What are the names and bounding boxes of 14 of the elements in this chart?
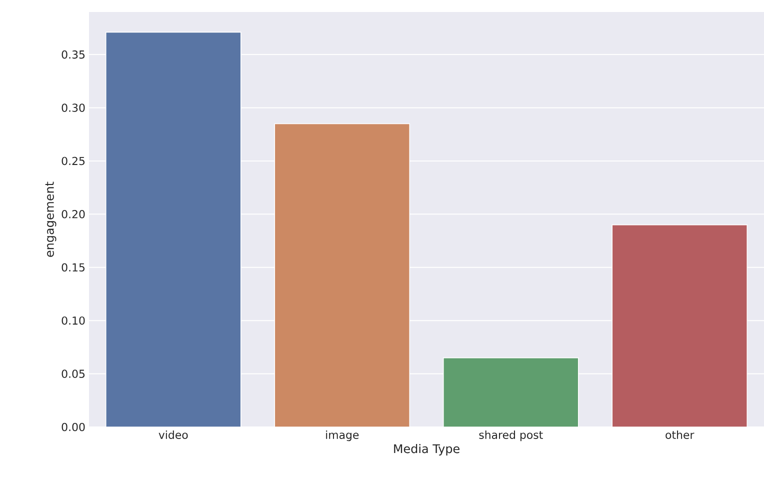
- y-axis-title: engagement: [45, 182, 56, 257]
- x-tick-label: video: [158, 430, 188, 439]
- y-tick-label: 0.20: [62, 210, 85, 218]
- y-tick-label: 0.15: [62, 263, 85, 272]
- y-tick-label: 0.25: [62, 156, 85, 166]
- y-tick-label: 0.05: [62, 370, 85, 378]
- y-tick-label: 0.10: [62, 316, 85, 325]
- x-tick-label: other: [666, 430, 694, 439]
- x-axis-title: Media Type: [394, 444, 460, 456]
- x-tick-label: shared post: [479, 430, 543, 442]
- y-tick-label: 0.00: [62, 422, 85, 432]
- x-tick-label: image: [326, 430, 359, 442]
- y-tick-label: 0.30: [62, 104, 85, 112]
- y-tick-label: 0.35: [62, 50, 85, 59]
